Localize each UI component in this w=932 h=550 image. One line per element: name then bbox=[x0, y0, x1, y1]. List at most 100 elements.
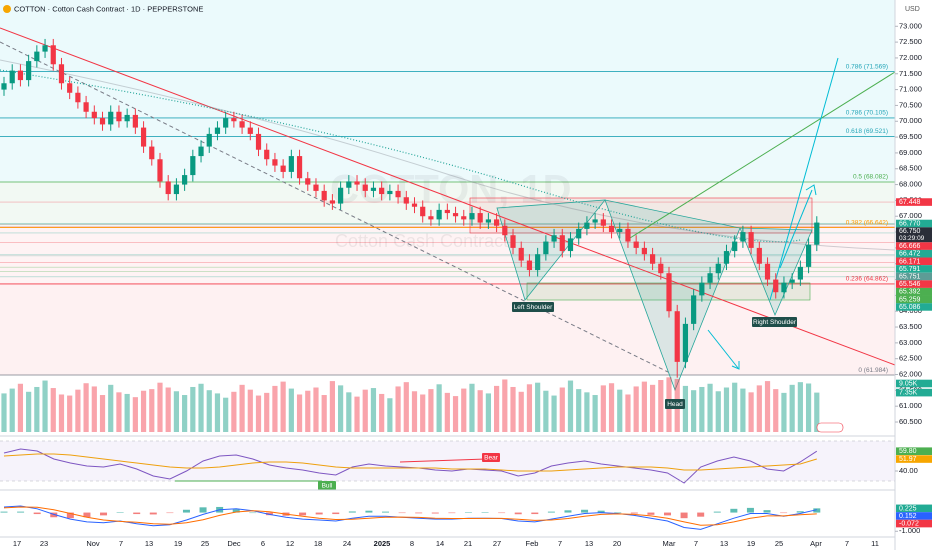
histogram-bar bbox=[166, 512, 174, 514]
candle-body bbox=[608, 225, 615, 233]
volume-bar bbox=[75, 389, 81, 432]
volume-bar bbox=[543, 390, 549, 432]
x-tick-label: Feb bbox=[526, 539, 539, 548]
candle-body bbox=[214, 127, 221, 134]
volume-bar bbox=[379, 393, 385, 432]
candle-body bbox=[658, 263, 664, 274]
volume-bar bbox=[748, 392, 754, 432]
volume-bar bbox=[625, 394, 631, 432]
candle-body bbox=[223, 118, 229, 128]
last-value-label: -0.072 bbox=[899, 521, 919, 528]
volume-bar bbox=[99, 395, 106, 432]
y-tick-label: 70.500 bbox=[899, 100, 922, 109]
signal-label: Bear bbox=[484, 455, 499, 462]
price-label: 65.086 bbox=[899, 304, 921, 311]
last-value-box bbox=[896, 455, 932, 463]
histogram-bar bbox=[481, 512, 489, 513]
volume-label: 9.05K bbox=[899, 380, 918, 387]
volume-bar bbox=[214, 393, 221, 432]
volume-bar bbox=[576, 389, 582, 432]
x-tick-label: 13 bbox=[585, 539, 593, 548]
last-value-label: 51.97 bbox=[899, 456, 917, 463]
histogram-bar bbox=[581, 509, 589, 513]
candle-body bbox=[354, 181, 360, 185]
indicator-line bbox=[3, 506, 817, 526]
price-label: 65.546 bbox=[899, 281, 921, 288]
candle-body bbox=[305, 178, 311, 185]
histogram-bar bbox=[415, 512, 423, 514]
x-tick-label: 21 bbox=[464, 539, 472, 548]
volume-bar bbox=[436, 384, 442, 432]
neck-zone bbox=[469, 197, 813, 234]
histogram-bar bbox=[265, 512, 273, 516]
histogram-bar bbox=[514, 512, 522, 515]
volume-bar bbox=[641, 381, 647, 432]
candle-body bbox=[370, 187, 377, 191]
volume-bar bbox=[502, 379, 508, 432]
volume-bar bbox=[617, 389, 623, 432]
candle-body bbox=[452, 213, 459, 217]
candle-body bbox=[797, 266, 803, 280]
signal-box bbox=[318, 481, 336, 490]
volume-bar bbox=[452, 396, 459, 432]
y-tick-label: 62.500 bbox=[899, 354, 922, 363]
candle-body bbox=[91, 111, 97, 119]
x-tick-label: 12 bbox=[286, 539, 294, 548]
chart-title: COTTON · Cotton Cash Contract · 1D · PEP… bbox=[14, 4, 203, 13]
x-tick-label: 11 bbox=[871, 539, 879, 548]
volume-bar bbox=[510, 386, 516, 432]
signal-box bbox=[482, 453, 500, 462]
histogram-bar bbox=[597, 510, 605, 513]
fib-label: 0.786 (70.105) bbox=[846, 110, 888, 117]
volume-bar bbox=[58, 394, 65, 432]
candle-body bbox=[535, 254, 541, 271]
pattern-label: Left Shoulder bbox=[514, 304, 554, 311]
volume-bar bbox=[592, 395, 598, 432]
histogram-bar bbox=[431, 512, 439, 514]
x-tick-label: 25 bbox=[201, 539, 209, 548]
price-label-box bbox=[896, 242, 932, 250]
volume-bar bbox=[444, 392, 450, 432]
histogram-bar bbox=[464, 512, 472, 513]
volume-label-box bbox=[896, 388, 932, 397]
candle-body bbox=[666, 273, 672, 312]
histogram-bar bbox=[813, 508, 821, 513]
candle-body bbox=[584, 222, 590, 229]
candle-body bbox=[173, 184, 180, 195]
candle-body bbox=[247, 127, 253, 134]
volume-bar bbox=[305, 390, 311, 432]
volume-bar bbox=[354, 396, 360, 432]
candle-body bbox=[34, 51, 40, 62]
candle-body bbox=[494, 219, 500, 226]
candle-body bbox=[395, 190, 401, 198]
volume-bar bbox=[756, 385, 762, 432]
histogram-bar bbox=[614, 512, 622, 513]
price-label-box bbox=[896, 272, 932, 281]
price-label-box bbox=[896, 198, 932, 206]
y-tick-label: 70.000 bbox=[899, 116, 922, 125]
volume-bar bbox=[403, 382, 409, 432]
fib-label: 0.786 (71.569) bbox=[846, 63, 888, 70]
candle-body bbox=[165, 181, 171, 195]
volume-bar bbox=[526, 384, 533, 432]
price-label-box bbox=[896, 265, 932, 273]
x-tick-label: 19 bbox=[174, 539, 182, 548]
label-box bbox=[512, 302, 554, 312]
volume-bar bbox=[108, 384, 114, 432]
replay-controls[interactable] bbox=[816, 422, 844, 433]
candle-body bbox=[682, 323, 689, 362]
watermark: COTTON, 1D bbox=[330, 168, 572, 212]
candle-body bbox=[140, 127, 147, 147]
candle-body bbox=[239, 121, 245, 128]
candle-body bbox=[789, 279, 795, 283]
volume-bar bbox=[814, 392, 820, 432]
price-label: 66.750 bbox=[899, 228, 921, 235]
price-label: 65.392 bbox=[899, 289, 921, 296]
y-tick-label: 40.00 bbox=[899, 466, 918, 475]
price-label: 66.171 bbox=[899, 258, 921, 265]
candle-body bbox=[206, 133, 212, 147]
histogram-bar bbox=[232, 509, 240, 513]
candle-body bbox=[116, 111, 122, 122]
fib-label: 0 (61.984) bbox=[858, 367, 888, 374]
volume-bar bbox=[247, 389, 253, 432]
